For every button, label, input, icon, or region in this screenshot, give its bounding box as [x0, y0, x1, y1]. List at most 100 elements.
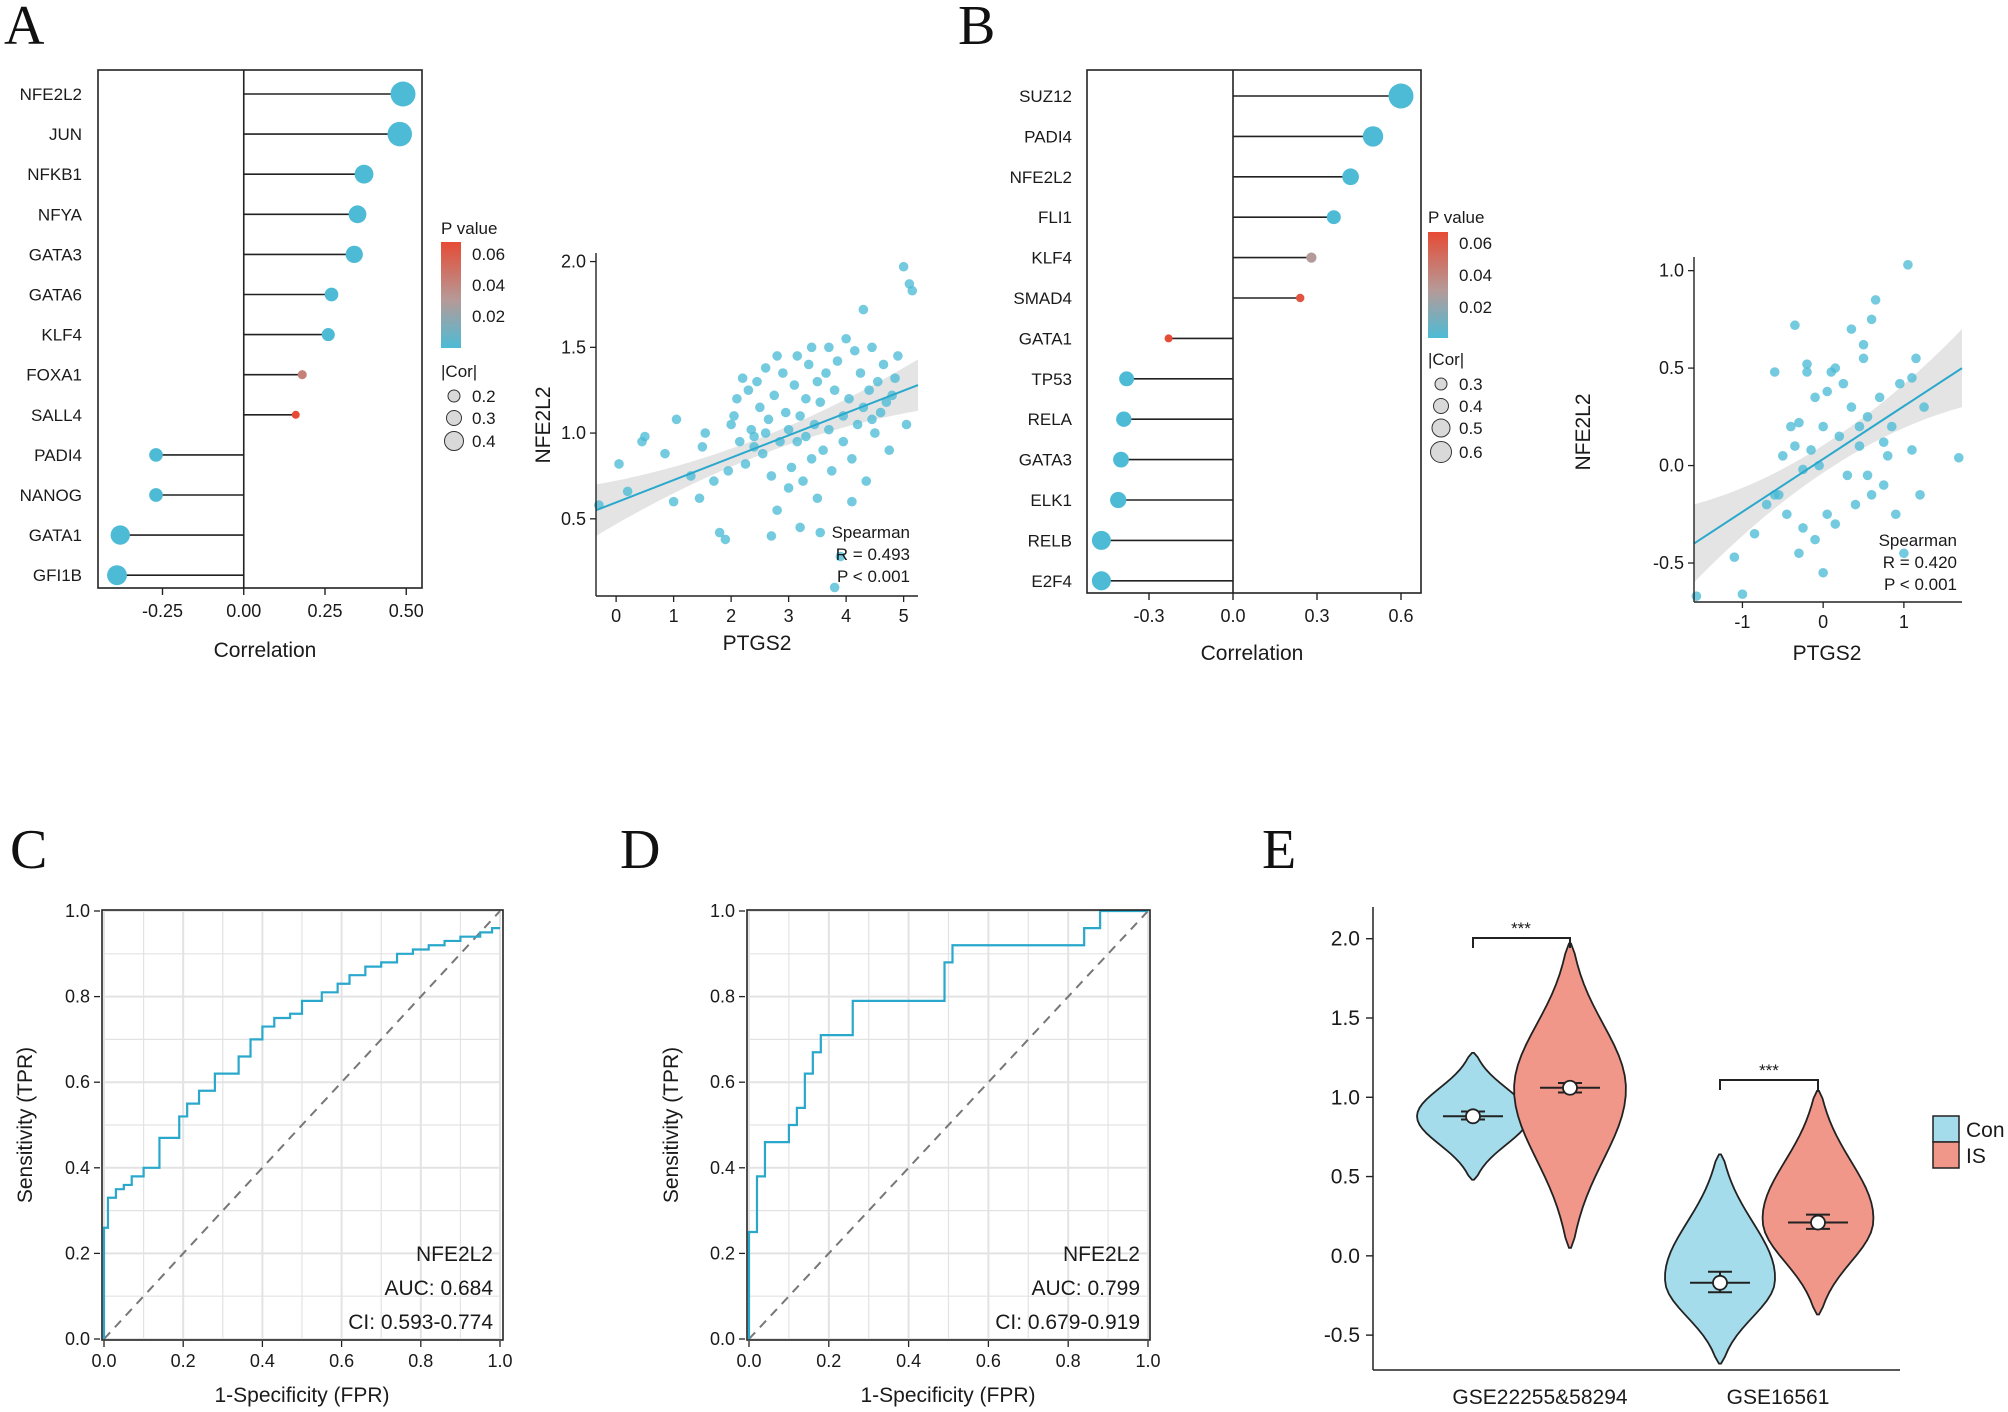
gene-label: NFE2L2	[1010, 168, 1072, 187]
x-tick-label: 0.6	[329, 1351, 354, 1371]
scatter-point	[1842, 470, 1853, 481]
gene-label: KLF4	[41, 326, 82, 345]
y-tick-label: 2.0	[1331, 928, 1360, 951]
roc-gene-c: NFE2L2	[416, 1243, 493, 1266]
gene-label: E2F4	[1031, 572, 1072, 591]
scatter-point	[786, 462, 797, 473]
scatter-point	[1878, 480, 1889, 490]
x-tick-label: 0.2	[816, 1351, 841, 1371]
scatter-point	[1818, 421, 1828, 432]
legend-size-dot	[446, 410, 462, 426]
lollipop-dot	[110, 525, 130, 545]
y-tick-label: 0.5	[1331, 1166, 1360, 1189]
x-axis-title-b: Correlation	[1201, 642, 1304, 665]
y-tick-label: 0.4	[710, 1158, 735, 1178]
scatter-point	[1802, 359, 1812, 370]
lollipop-dot	[354, 164, 374, 184]
stat-p-a2: P < 0.001	[837, 567, 910, 586]
legend-size-title-a: |Cor|	[441, 362, 477, 381]
scatter-point	[723, 466, 734, 476]
scatter-point	[1749, 528, 1760, 539]
gene-label: GATA1	[1019, 329, 1072, 348]
gene-label: RELA	[1028, 410, 1073, 429]
scatter-point	[1870, 295, 1881, 305]
scatter-point	[1911, 353, 1921, 364]
lollipop-frame-a	[97, 69, 423, 589]
x-tick-label: 0.50	[389, 601, 424, 621]
scatter-point	[870, 428, 880, 438]
lollipop-dot	[348, 205, 367, 224]
scatter-point	[766, 531, 777, 541]
scatter-point	[789, 380, 800, 390]
scatter-a: 0 1 2 3 4 5 0.5 1.0 1.5 2.0 PTGS2 NFE2L2 Spearman…	[532, 252, 919, 655]
scatter-point	[668, 496, 679, 507]
scatter-point	[1895, 378, 1905, 389]
y-tick-label: 2.0	[561, 252, 586, 272]
gene-label: TP53	[1031, 370, 1072, 389]
legend-size-tick: 0.4	[1459, 397, 1483, 416]
lollipop-frame-b	[1086, 69, 1422, 594]
legend-p-tick: 0.04	[1459, 266, 1492, 285]
y-tick-label: -0.5	[1324, 1324, 1360, 1347]
legend-swatch-is	[1932, 1141, 1960, 1169]
lollipop-dot	[1342, 168, 1359, 186]
legend-size-tick: 0.3	[472, 409, 496, 428]
panel-label-b: B	[958, 0, 995, 57]
x-tick-label: 2	[726, 606, 736, 626]
scatter-point	[729, 411, 739, 421]
scatter-point	[1822, 509, 1832, 520]
stat-p-b2: P < 0.001	[1884, 575, 1957, 594]
roc-curve-d	[747, 909, 1148, 1339]
panel-b: B SUZ12 PADI4 NFE2L2 FLI1 KLF4 SMAD4 GATA1 TP53…	[958, 0, 1492, 665]
scatter-point	[824, 342, 834, 353]
x-tick-label: 0.6	[1388, 606, 1413, 626]
stat-r-a2: R = 0.493	[836, 545, 910, 564]
lollipop-dot	[321, 328, 335, 342]
scatter-point	[803, 359, 814, 370]
legend-label-con: Con	[1966, 1119, 2005, 1142]
scatter-point	[757, 448, 768, 459]
y-axis-title-b2: NFE2L2	[1572, 393, 1595, 470]
legend-p-title-a: P value	[441, 219, 497, 238]
scatter-point	[1915, 489, 1925, 500]
y-axis-title-a2: NFE2L2	[532, 386, 555, 463]
scatter-point	[847, 496, 857, 507]
stat-method-b2: Spearman	[1879, 531, 1957, 550]
legend-size-title-b: |Cor|	[1428, 350, 1464, 369]
y-tick-label: 1.0	[1659, 261, 1684, 281]
x-tick-label: 5	[899, 606, 909, 626]
category-label: GSE22255&58294	[1452, 1386, 1627, 1409]
p-colorbar-b	[1428, 232, 1448, 338]
significance-label: ***	[1511, 919, 1531, 938]
legend-size-dot	[1430, 441, 1452, 463]
stat-r-b2: R = 0.420	[1883, 553, 1957, 572]
legend-a: P value 0.06 0.04 0.02 |Cor| 0.2 0.3 0.4	[441, 219, 505, 451]
scatter-point	[838, 436, 849, 447]
p-colorbar-a	[441, 242, 461, 348]
scatter-point	[1862, 470, 1873, 481]
scatter-point	[795, 522, 805, 533]
scatter-point	[898, 261, 909, 272]
scatter-point	[801, 393, 811, 404]
scatter-point	[743, 385, 754, 396]
panel-e: E -0.5 0.0 0.5 1.0 1.5 2.0 GSE22255&58294 GSE…	[1262, 819, 2005, 1409]
y-tick-label: -0.5	[1653, 553, 1684, 573]
scatter-point	[614, 459, 624, 469]
scatter-point	[622, 486, 633, 497]
y-tick-label: 0.5	[561, 509, 586, 529]
x-tick-label: 0	[1818, 612, 1828, 632]
x-tick-label: 0.3	[1304, 606, 1329, 626]
x-axis-title-d: 1-Specificity (FPR)	[860, 1384, 1035, 1407]
scatter-point	[778, 368, 788, 378]
legend-size-dot	[1433, 398, 1449, 414]
scatter-point	[1854, 441, 1865, 451]
y-axis-title-c: Sensitivity (TPR)	[14, 1047, 37, 1203]
lollipop-dot	[1388, 83, 1414, 109]
panel-label-d: D	[620, 819, 660, 881]
lollipop-dot	[390, 81, 416, 107]
gene-label: KLF4	[1031, 249, 1072, 268]
scatter-point	[1846, 402, 1857, 412]
gene-label: FLI1	[1038, 208, 1072, 227]
lollipop-dot	[324, 287, 339, 302]
scatter-point	[1899, 548, 1909, 559]
